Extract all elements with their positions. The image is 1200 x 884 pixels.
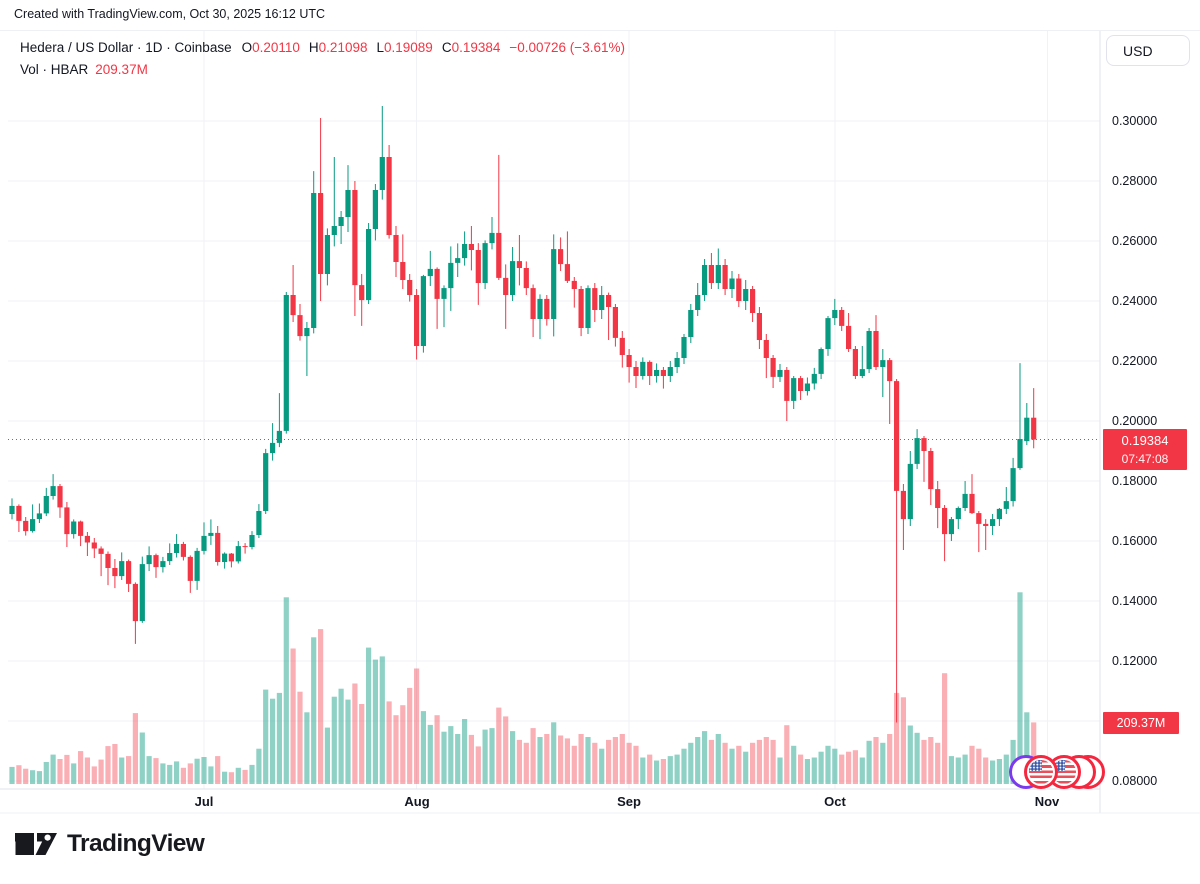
time-tick-nov: Nov — [1034, 794, 1060, 809]
candles-layer — [9, 106, 1037, 723]
overlay-layer — [0, 31, 1200, 814]
price-tick-label: 0.20000 — [1112, 414, 1158, 428]
close-value: 0.19384 — [451, 40, 501, 55]
high-value: 0.21098 — [318, 40, 368, 55]
tradingview-mark-icon — [15, 833, 57, 855]
price-tick-label: 0.26000 — [1112, 234, 1158, 248]
grid-layer — [8, 31, 1100, 789]
currency-toggle-button[interactable]: USD — [1106, 35, 1190, 66]
close-label: C — [441, 40, 452, 55]
symbol-legend: Hedera / US Dollar · 1D · Coinbase O0.201… — [20, 40, 625, 55]
price-tick-label: 0.16000 — [1112, 534, 1158, 548]
low-value: 0.19089 — [384, 40, 433, 55]
volume-current-value: 209.37M — [95, 62, 148, 77]
price-tick-label: 0.22000 — [1112, 354, 1158, 368]
time-tick-sep: Sep — [617, 794, 641, 809]
change-value: −0.00726 (−3.61%) — [509, 40, 625, 55]
low-label: L — [376, 40, 384, 55]
price-tick-label: 0.08000 — [1112, 774, 1158, 788]
candlestick-chart-pane[interactable] — [0, 31, 1200, 814]
last-price-label: 0.19384 07:47:08 — [1103, 429, 1187, 470]
time-tick-oct: Oct — [824, 794, 846, 809]
volume-title: Vol · HBAR — [20, 62, 89, 77]
us-flag-canton — [1029, 760, 1042, 771]
price-tick-label: 0.12000 — [1112, 654, 1158, 668]
volume-legend: Vol · HBAR 209.37M — [20, 62, 148, 77]
attribution-text: Created with TradingView.com, Oct 30, 20… — [14, 7, 326, 21]
price-tick-label: 0.30000 — [1112, 114, 1158, 128]
bar-countdown: 07:47:08 — [1121, 452, 1169, 466]
symbol-title[interactable]: Hedera / US Dollar · 1D · Coinbase — [20, 40, 232, 55]
price-tick-label: 0.28000 — [1112, 174, 1158, 188]
time-tick-jul: Jul — [194, 794, 214, 809]
open-label: O — [241, 40, 253, 55]
open-value: 0.20110 — [252, 40, 300, 55]
event-marker-us-1[interactable] — [1024, 755, 1058, 789]
tradingview-logo[interactable]: TradingView — [14, 830, 205, 858]
volume-layer — [9, 592, 1037, 784]
tradingview-wordmark: TradingView — [67, 830, 205, 857]
volume-axis-label: 209.37M — [1103, 712, 1179, 734]
price-tick-label: 0.18000 — [1112, 474, 1158, 488]
time-tick-aug: Aug — [404, 794, 430, 809]
chart-widget: Hedera / US Dollar · 1D · Coinbase O0.201… — [0, 30, 1200, 814]
price-tick-label: 0.24000 — [1112, 294, 1158, 308]
high-label: H — [308, 40, 319, 55]
price-tick-label: 0.14000 — [1112, 594, 1158, 608]
last-price-value: 0.19384 — [1121, 433, 1169, 448]
us-flag-canton — [1052, 760, 1065, 771]
